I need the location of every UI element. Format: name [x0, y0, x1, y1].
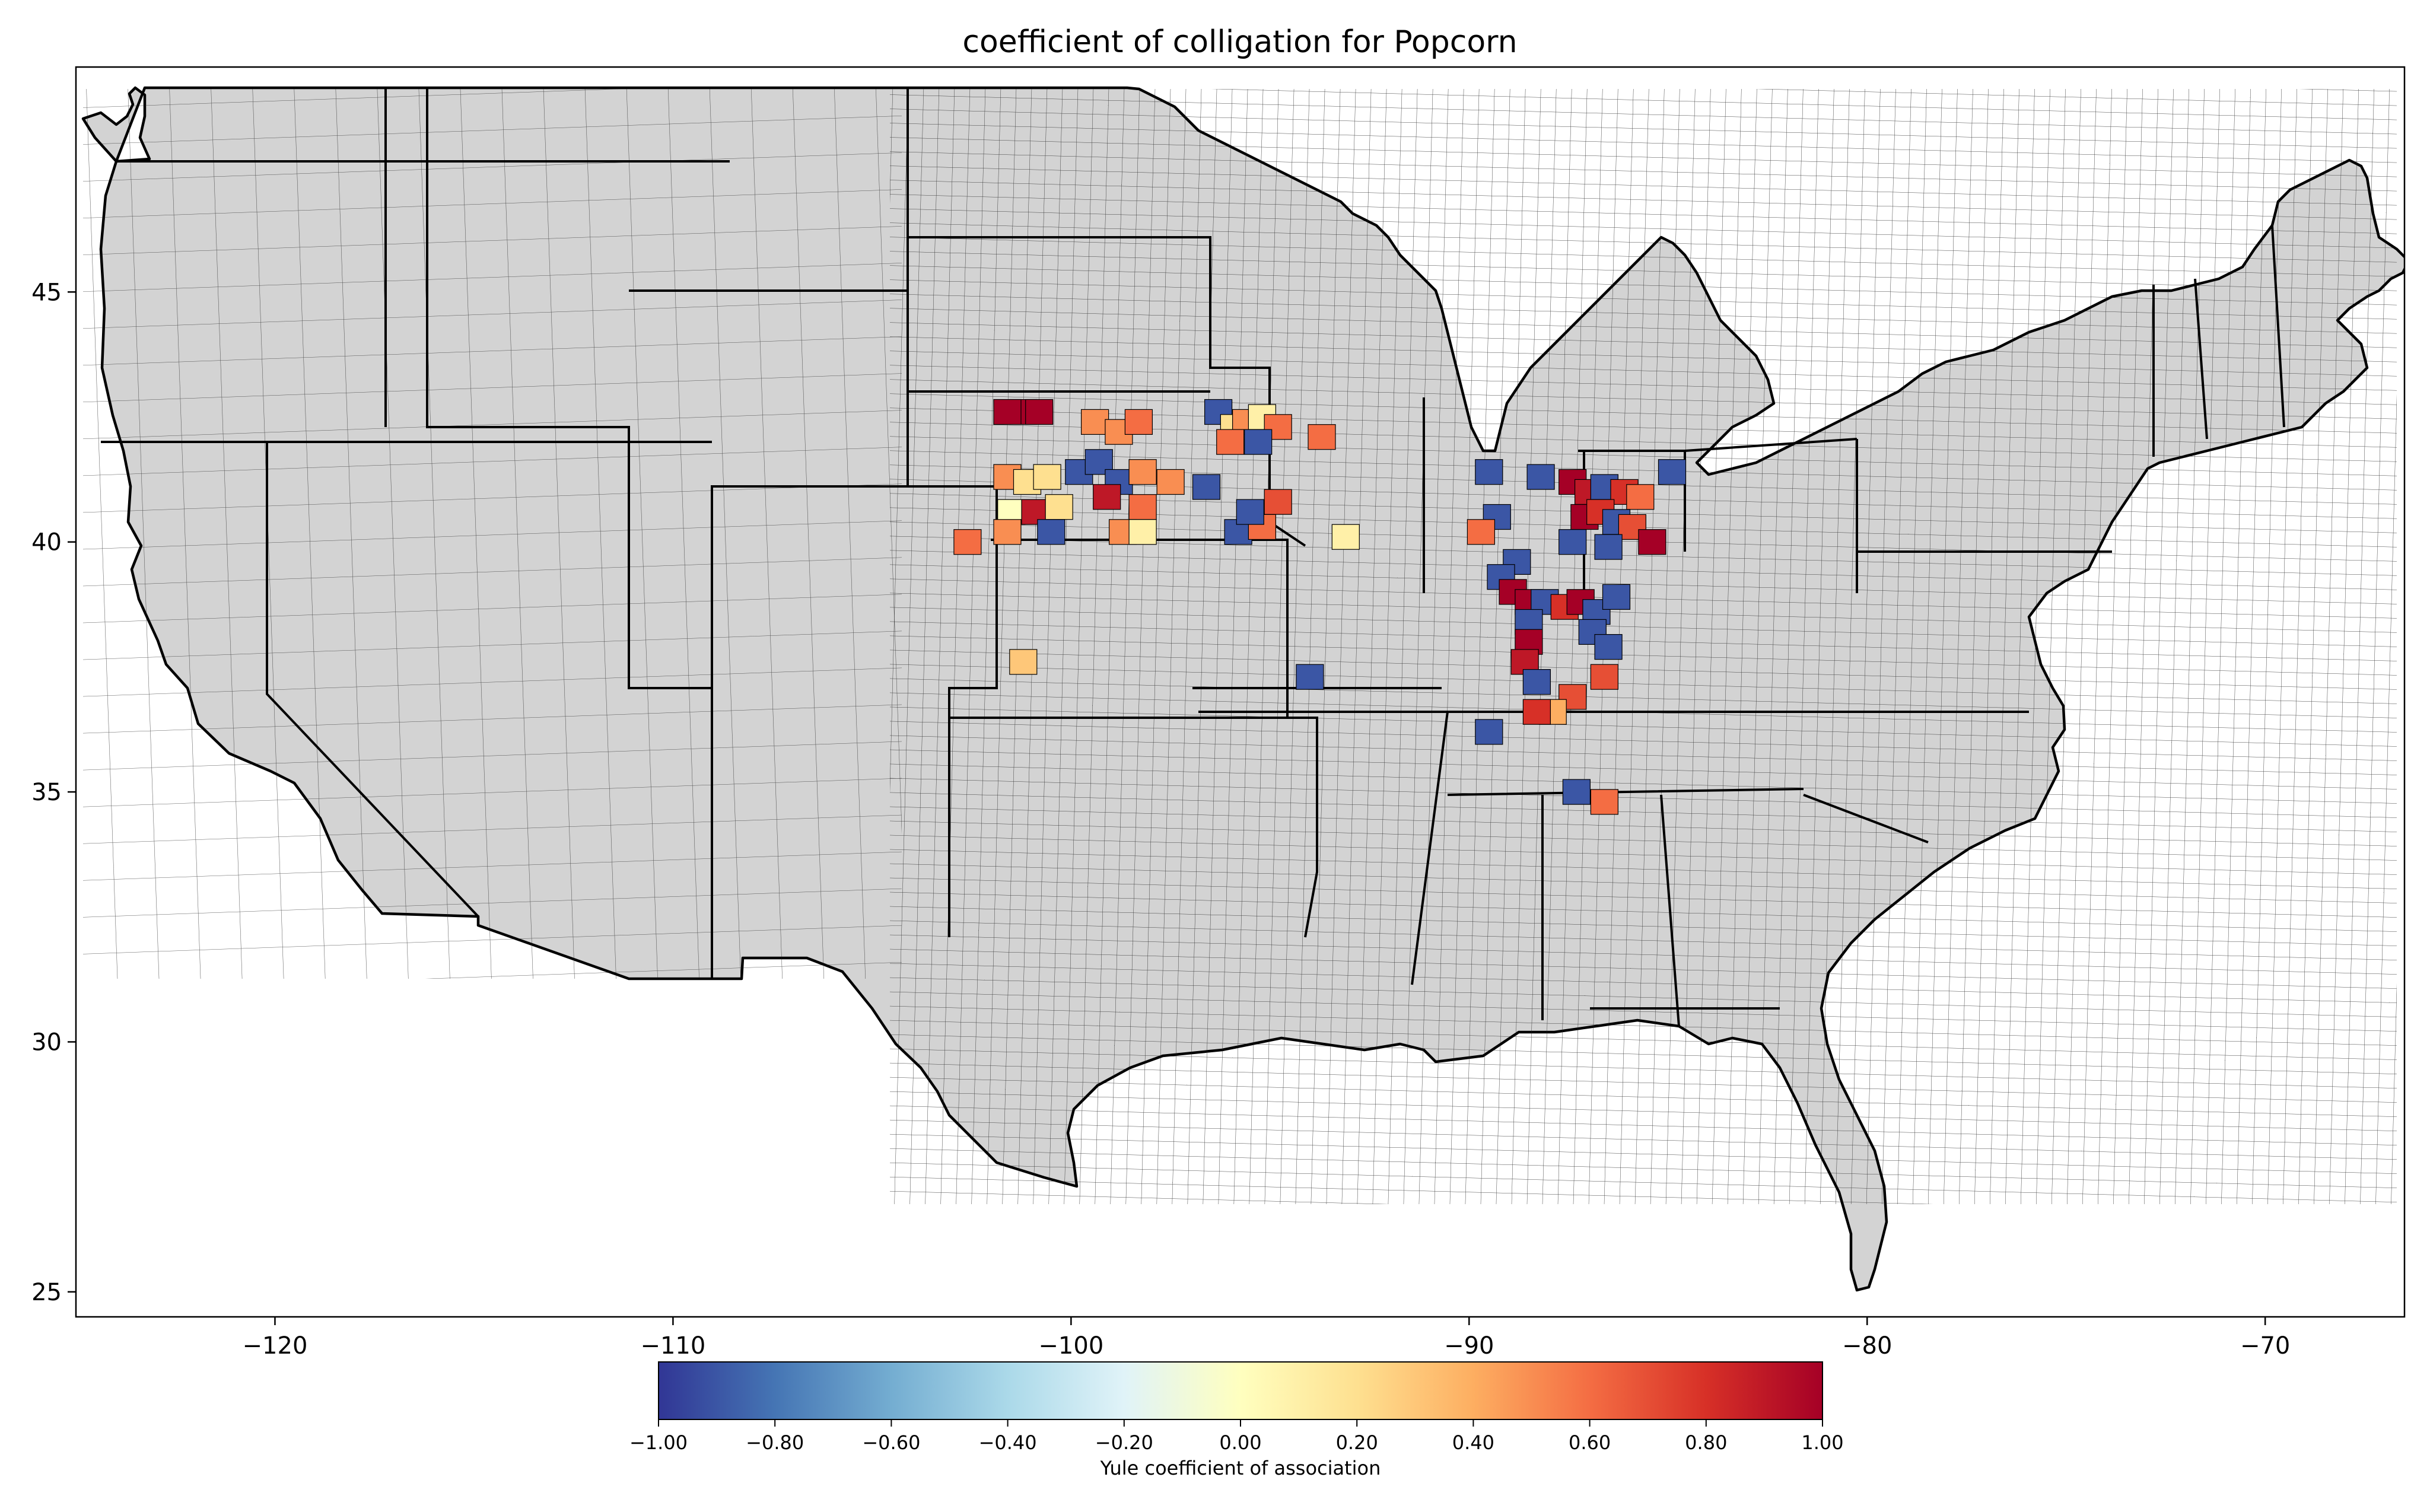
colorbar-tick-label: −0.80	[746, 1431, 804, 1454]
county-value-cell	[1045, 494, 1073, 520]
x-tick-label: −90	[1444, 1332, 1494, 1360]
county-value-cell	[1244, 429, 1273, 455]
county-value-cell	[1590, 664, 1618, 690]
y-tick-label: 45	[31, 279, 62, 306]
colorbar-tick-label: 0.20	[1336, 1431, 1378, 1454]
colorbar-gradient	[658, 1361, 1823, 1420]
colorbar-tick-label: 0.40	[1452, 1431, 1494, 1454]
county-value-cell	[1009, 649, 1038, 675]
county-value-cell	[1558, 529, 1587, 555]
y-tick-label: 30	[31, 1029, 62, 1056]
county-value-cell	[953, 529, 982, 555]
county-value-cell	[1526, 464, 1555, 490]
colorbar-tick-label: 0.80	[1685, 1431, 1727, 1454]
county-value-cell	[1626, 484, 1655, 510]
colorbar-tick-label: 0.00	[1219, 1431, 1261, 1454]
y-tick-label: 35	[31, 779, 62, 806]
county-value-cell	[1128, 519, 1157, 545]
x-tick-label: −70	[2240, 1332, 2290, 1360]
county-grid-west	[83, 89, 902, 979]
colorbar-label: Yule coefficient of association	[1100, 1457, 1381, 1479]
county-value-cell	[1033, 464, 1061, 490]
colorbar-tick-label: −0.60	[862, 1431, 920, 1454]
county-value-cell	[1308, 424, 1336, 450]
county-value-cell	[1037, 519, 1065, 545]
county-value-cell	[1522, 699, 1551, 725]
map-frame	[75, 66, 2406, 1318]
county-value-cell	[1156, 469, 1185, 495]
county-value-cell	[1080, 409, 1109, 435]
x-tick-label: −110	[640, 1332, 705, 1360]
county-value-cell	[1594, 534, 1623, 560]
county-value-cell	[1025, 399, 1054, 425]
county-value-cell	[1638, 529, 1666, 555]
x-axis: −120 −110 −100 −90 −80 −70	[243, 1317, 2290, 1360]
colorbar-tick-label: 0.60	[1569, 1431, 1611, 1454]
county-value-cell	[1128, 459, 1157, 485]
county-value-cell	[1192, 474, 1221, 500]
x-tick-label: −80	[1842, 1332, 1892, 1360]
x-tick-label: −120	[243, 1332, 308, 1360]
county-value-cell	[1475, 459, 1503, 485]
county-value-cell	[1128, 494, 1157, 520]
map-area	[81, 86, 2404, 1292]
county-value-cell	[1296, 664, 1324, 690]
y-tick-label: 25	[31, 1279, 62, 1306]
county-value-cell	[1658, 459, 1687, 485]
county-value-cell	[1590, 789, 1618, 815]
county-value-cell	[1236, 499, 1264, 525]
county-value-cell	[1124, 409, 1153, 435]
y-axis: 25 30 35 40 45	[31, 279, 76, 1306]
map-title: coefficient of colligation for Popcorn	[962, 24, 1517, 60]
county-value-cell	[1264, 489, 1292, 515]
colorbar-tick-label: −0.20	[1095, 1431, 1153, 1454]
county-value-cell	[1522, 669, 1551, 695]
county-value-cell	[1602, 584, 1631, 610]
y-tick-label: 40	[31, 529, 62, 556]
county-value-cell	[1331, 524, 1360, 550]
county-value-cell	[993, 399, 1022, 425]
colorbar-tick-label: 1.00	[1801, 1431, 1843, 1454]
x-tick-label: −100	[1038, 1332, 1103, 1360]
county-value-cell	[1216, 429, 1245, 455]
colorbar: −1.00 −0.80 −0.60 −0.40 −0.20 0.00 0.20 0.40 0.6…	[629, 1361, 1844, 1479]
county-value-cell	[1475, 719, 1503, 745]
county-value-cell	[1594, 634, 1623, 660]
county-value-cell	[1562, 779, 1591, 805]
county-fills	[953, 399, 1687, 815]
county-value-cell	[1467, 519, 1495, 545]
colorbar-tick-label: −1.00	[629, 1431, 688, 1454]
county-value-cell	[1093, 484, 1121, 510]
county-grid-east	[890, 89, 2397, 1204]
county-value-cell	[993, 519, 1022, 545]
colorbar-tick-label: −0.40	[979, 1431, 1037, 1454]
colorbar-ticks: −1.00 −0.80 −0.60 −0.40 −0.20 0.00 0.20 0.40 0.6…	[629, 1419, 1844, 1454]
